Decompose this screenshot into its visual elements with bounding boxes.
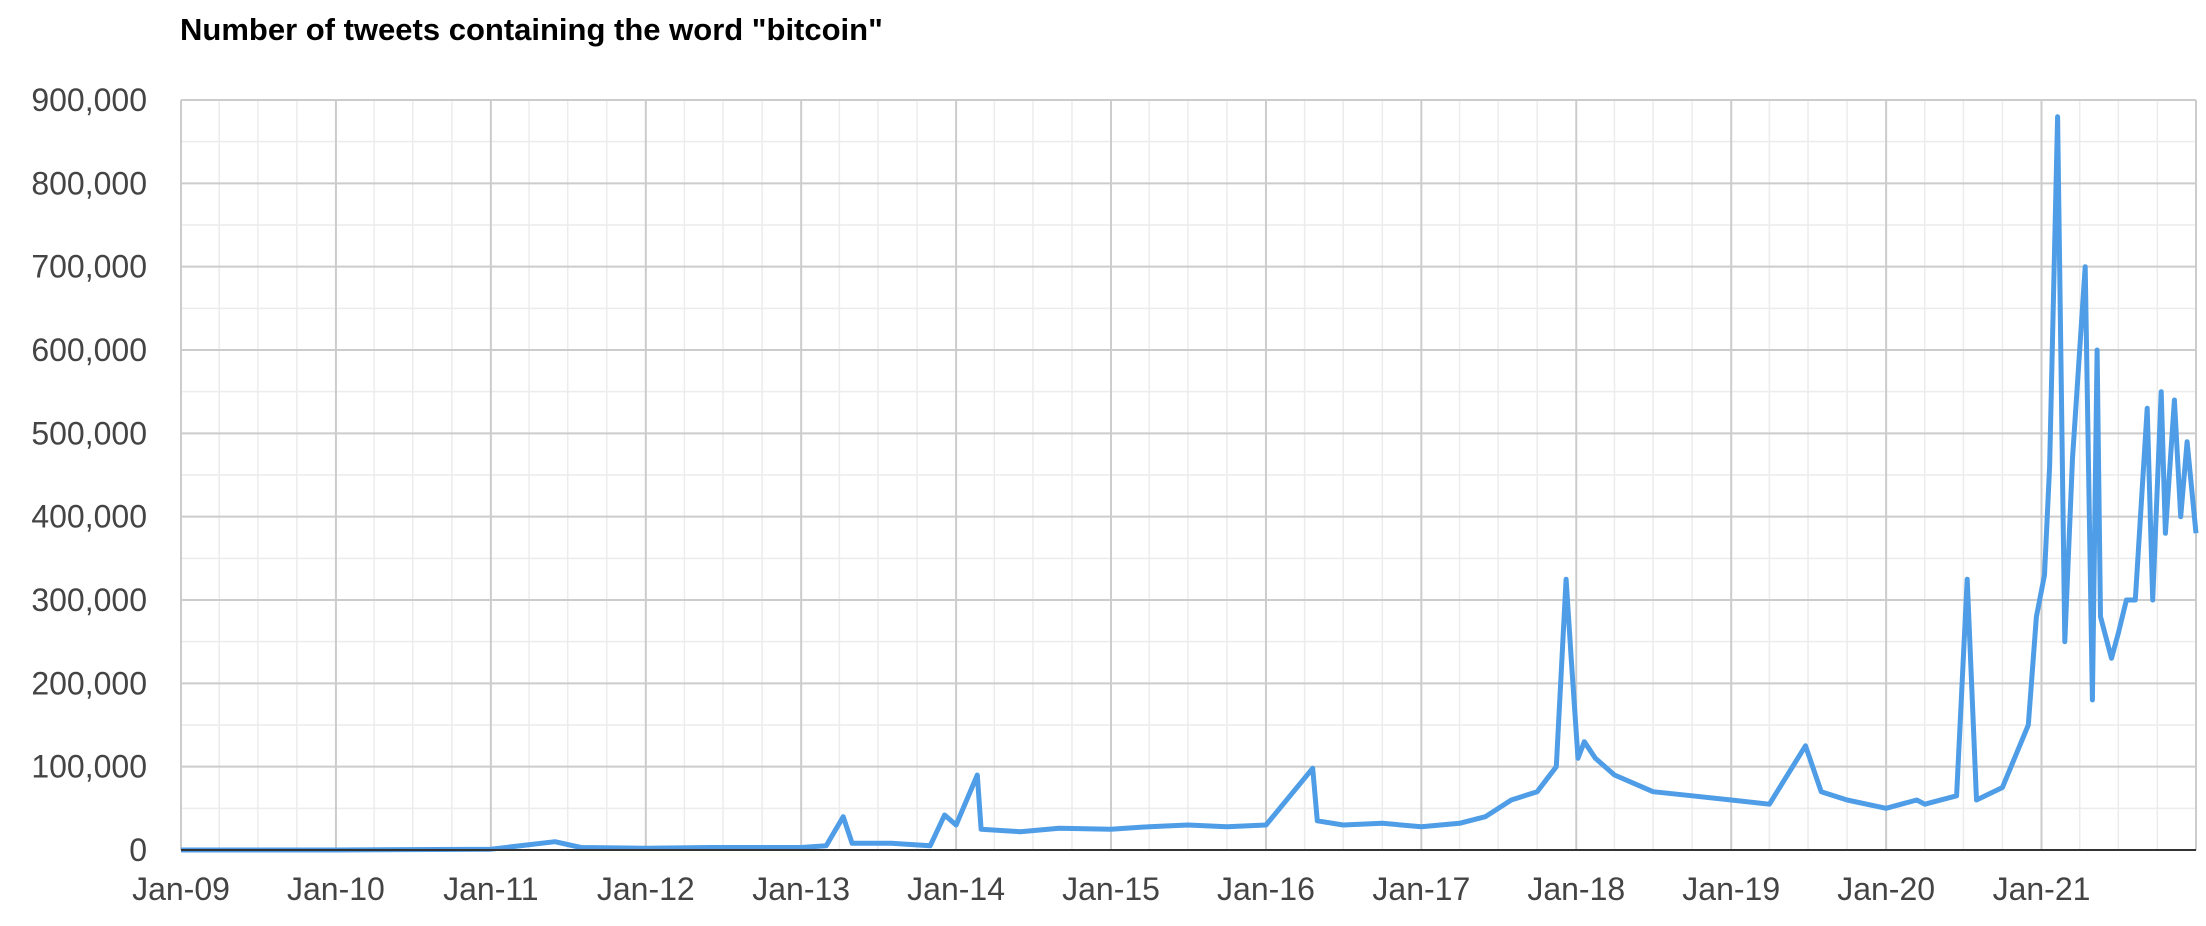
x-tick-label: Jan-10 bbox=[287, 871, 385, 907]
y-tick-label: 900,000 bbox=[31, 82, 147, 118]
y-tick-label: 500,000 bbox=[31, 415, 147, 451]
x-tick-label: Jan-13 bbox=[752, 871, 850, 907]
major-gridlines bbox=[180, 99, 2197, 850]
chart-title: Number of tweets containing the word "bi… bbox=[180, 12, 883, 47]
y-tick-label: 100,000 bbox=[31, 749, 147, 785]
x-tick-label: Jan-12 bbox=[597, 871, 695, 907]
x-tick-label: Jan-21 bbox=[1993, 871, 2091, 907]
minor-gridlines bbox=[181, 100, 2196, 850]
y-tick-label: 300,000 bbox=[31, 582, 147, 618]
y-tick-label: 800,000 bbox=[31, 165, 147, 201]
y-axis-tick-labels: 0 100,000 200,000 300,000 400,000 500,000 600,… bbox=[31, 82, 147, 868]
x-tick-label: Jan-17 bbox=[1372, 871, 1470, 907]
y-tick-label: 600,000 bbox=[31, 332, 147, 368]
x-tick-label: Jan-16 bbox=[1217, 871, 1315, 907]
x-tick-label: Jan-09 bbox=[132, 871, 230, 907]
x-tick-label: Jan-14 bbox=[907, 871, 1005, 907]
x-tick-label: Jan-11 bbox=[443, 871, 538, 907]
y-tick-label: 700,000 bbox=[31, 249, 147, 285]
x-axis-tick-labels: Jan-09 Jan-10 Jan-11 Jan-12 Jan-13 Jan-14 Jan-… bbox=[132, 871, 2090, 907]
x-tick-label: Jan-18 bbox=[1527, 871, 1625, 907]
x-tick-label: Jan-19 bbox=[1682, 871, 1780, 907]
x-tick-label: Jan-15 bbox=[1062, 871, 1160, 907]
x-tick-label: Jan-20 bbox=[1837, 871, 1935, 907]
y-tick-label: 400,000 bbox=[31, 499, 147, 535]
y-tick-label: 200,000 bbox=[31, 665, 147, 701]
series-line bbox=[181, 114, 2199, 853]
y-tick-label: 0 bbox=[129, 832, 147, 868]
